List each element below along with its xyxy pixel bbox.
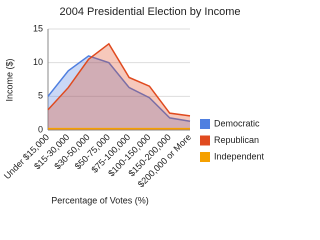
y-tick-label: 0	[38, 124, 43, 134]
legend-swatch	[200, 119, 210, 129]
y-axis-label: Income ($)	[4, 58, 14, 101]
legend-label: Republican	[214, 135, 259, 145]
legend-label: Democratic	[214, 118, 260, 128]
y-tick-label: 15	[33, 23, 43, 33]
y-tick-label: 5	[38, 91, 43, 101]
area	[48, 43, 190, 130]
line	[47, 42, 191, 117]
legend-label: Independent	[214, 151, 265, 161]
chart: 2004 Presidential Election by Income Per…	[2, 6, 265, 205]
y-tick-label: 10	[33, 57, 43, 67]
line	[47, 55, 191, 122]
area	[48, 55, 190, 130]
legend-swatch	[200, 152, 210, 162]
chart-title: 2004 Presidential Election by Income	[60, 6, 241, 18]
x-axis-label: Percentage of Votes (%)	[51, 195, 149, 205]
legend-swatch	[200, 135, 210, 146]
